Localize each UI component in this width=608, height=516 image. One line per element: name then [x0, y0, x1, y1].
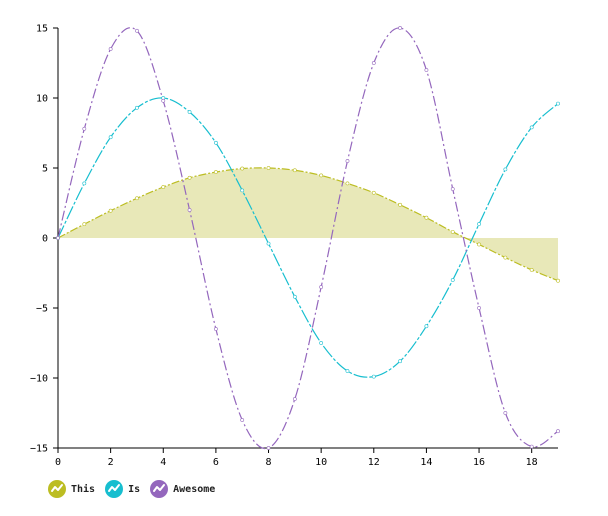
- data-point-is: [424, 324, 429, 329]
- legend-item-is[interactable]: Is: [105, 480, 140, 498]
- legend-swatch-icon: [150, 480, 169, 498]
- data-point-awesome: [82, 126, 87, 131]
- legend-label: Is: [128, 483, 141, 495]
- y-tick-label: −15: [30, 444, 48, 455]
- data-point-is: [371, 374, 376, 379]
- data-point-awesome: [529, 444, 534, 449]
- data-point-awesome: [477, 306, 481, 310]
- legend-label: Awesome: [173, 483, 216, 495]
- data-points: [56, 26, 560, 450]
- x-tick-label: 8: [266, 457, 272, 468]
- data-point-this: [529, 268, 534, 272]
- data-point-awesome: [424, 68, 429, 72]
- data-point-this: [503, 255, 508, 260]
- data-point-awesome: [56, 236, 60, 240]
- x-tick-label: 6: [213, 457, 219, 468]
- data-point-is: [82, 181, 87, 186]
- data-point-this: [266, 166, 271, 170]
- data-point-awesome: [161, 98, 166, 103]
- legend-item-awesome[interactable]: Awesome: [150, 480, 215, 498]
- data-point-is: [187, 110, 192, 114]
- data-point-awesome: [503, 411, 508, 415]
- x-tick-label: 18: [526, 457, 538, 468]
- y-tick-label: −10: [30, 374, 48, 385]
- data-point-is: [135, 105, 139, 110]
- data-point-this: [82, 222, 87, 227]
- legend-item-this[interactable]: This: [48, 480, 95, 498]
- line-chart: 15 10 5 0 −5 −10 −15 0 2 4 6 8 10 12 14 16 18: [30, 24, 560, 468]
- data-point-this: [161, 185, 166, 189]
- data-point-awesome: [240, 418, 245, 422]
- data-point-awesome: [450, 187, 455, 191]
- data-point-awesome: [213, 327, 218, 331]
- x-tick-label: 4: [160, 457, 166, 468]
- series-line-awesome: [57, 27, 559, 450]
- series-line-this: [57, 167, 559, 282]
- x-tick-label: 12: [368, 457, 380, 468]
- data-point-awesome: [292, 397, 297, 401]
- data-point-is: [450, 278, 455, 282]
- data-point-this: [240, 166, 245, 171]
- data-point-is: [319, 341, 324, 345]
- data-point-this: [187, 175, 192, 180]
- data-point-awesome: [556, 429, 560, 434]
- data-point-this: [371, 190, 376, 195]
- series-line-is: [57, 97, 559, 378]
- data-point-is: [240, 188, 245, 193]
- data-point-is: [292, 294, 297, 299]
- data-point-awesome: [319, 285, 324, 289]
- y-tick-label: −5: [36, 304, 48, 315]
- data-point-awesome: [108, 47, 113, 51]
- data-point-this: [135, 196, 139, 201]
- data-point-this: [424, 215, 429, 220]
- legend-swatch-icon: [48, 480, 66, 498]
- data-point-awesome: [135, 28, 139, 33]
- data-point-this: [477, 242, 481, 247]
- data-point-is: [477, 222, 481, 226]
- data-point-is: [108, 135, 113, 140]
- x-tick-label: 16: [473, 457, 485, 468]
- data-point-awesome: [398, 26, 403, 30]
- series-lines: [57, 27, 559, 450]
- data-point-is: [266, 241, 271, 246]
- y-tick-label: 10: [36, 94, 48, 105]
- legend-swatch-icon: [105, 480, 124, 498]
- data-point-this: [450, 229, 455, 234]
- data-point-this: [108, 208, 113, 213]
- data-point-this: [345, 181, 350, 186]
- data-point-is: [345, 369, 350, 373]
- data-point-is: [529, 125, 534, 130]
- data-point-this: [398, 202, 403, 207]
- x-tick-label: 10: [315, 457, 327, 468]
- area-layer: [58, 168, 558, 281]
- y-tick-label: 5: [42, 164, 48, 175]
- legend-label: This: [71, 483, 96, 495]
- data-point-this: [319, 173, 324, 178]
- x-tick-label: 0: [55, 457, 61, 468]
- x-tick-label: 2: [108, 457, 114, 468]
- data-point-is: [556, 101, 560, 106]
- data-point-awesome: [371, 61, 376, 65]
- data-point-is: [503, 167, 508, 172]
- axes: 15 10 5 0 −5 −10 −15 0 2 4 6 8 10 12 14 16 18: [30, 24, 558, 468]
- chart-legend: This Is Awesome: [48, 480, 215, 498]
- data-point-this: [213, 170, 218, 174]
- data-point-is: [398, 359, 403, 364]
- data-point-this: [292, 168, 297, 173]
- area-this: [58, 168, 558, 281]
- data-point-awesome: [187, 208, 192, 212]
- x-tick-label: 14: [420, 457, 432, 468]
- data-point-awesome: [345, 159, 350, 163]
- y-tick-label: 0: [42, 234, 48, 245]
- data-point-awesome: [266, 446, 271, 450]
- data-point-this: [556, 278, 560, 283]
- data-point-is: [213, 140, 218, 145]
- y-tick-label: 15: [36, 24, 48, 35]
